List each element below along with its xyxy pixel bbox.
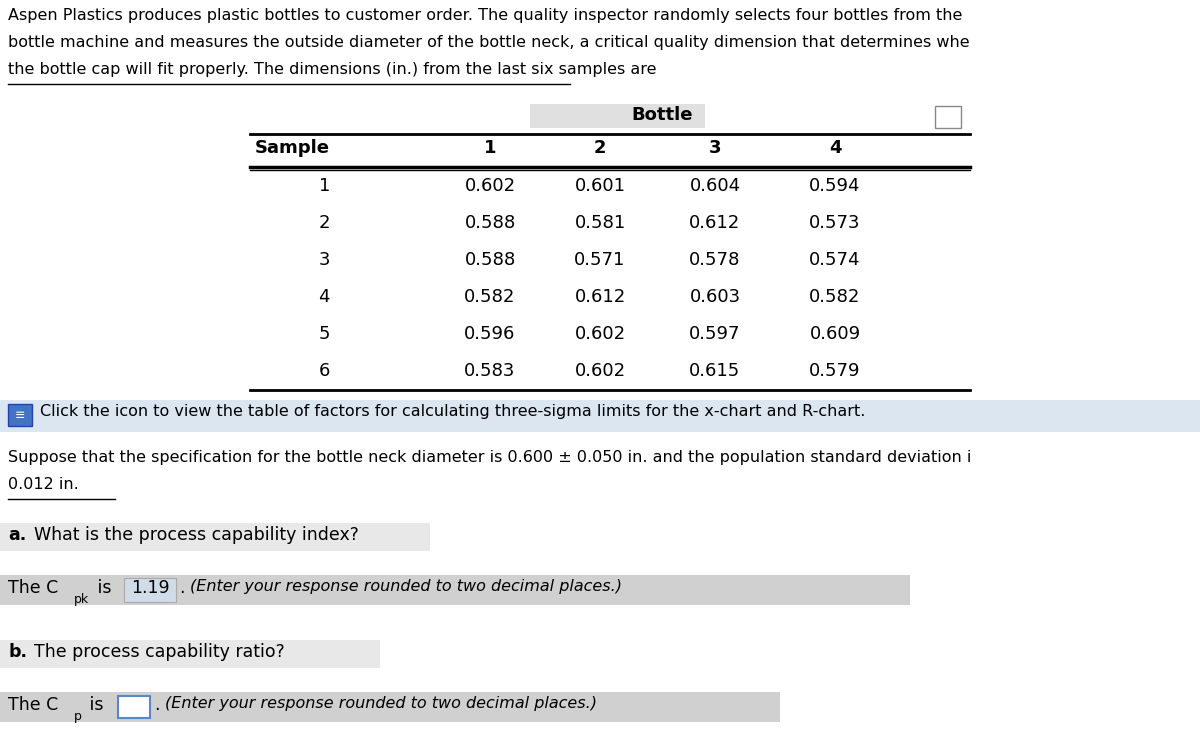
Text: 6: 6 — [319, 362, 330, 380]
Text: 0.588: 0.588 — [464, 251, 516, 269]
Text: 2: 2 — [594, 139, 606, 157]
Text: is: is — [92, 579, 118, 597]
Text: What is the process capability index?: What is the process capability index? — [34, 526, 359, 544]
Text: 0.012 in.: 0.012 in. — [8, 477, 79, 492]
Text: 0.603: 0.603 — [690, 288, 740, 306]
Text: 4: 4 — [829, 139, 841, 157]
Text: 0.602: 0.602 — [575, 325, 625, 343]
Text: 0.578: 0.578 — [689, 251, 740, 269]
Text: is: is — [84, 696, 109, 714]
Text: .: . — [180, 579, 191, 597]
Text: 2: 2 — [318, 214, 330, 232]
Text: Aspen Plastics produces plastic bottles to customer order. The quality inspector: Aspen Plastics produces plastic bottles … — [8, 8, 962, 23]
Text: Suppose that the specification for the bottle neck diameter is 0.600 ± 0.050 in.: Suppose that the specification for the b… — [8, 450, 971, 465]
Text: 0.604: 0.604 — [690, 177, 740, 195]
Bar — [0, 575, 910, 605]
Bar — [0, 692, 780, 722]
Bar — [0, 640, 380, 668]
Text: 3: 3 — [709, 139, 721, 157]
Text: 0.597: 0.597 — [689, 325, 740, 343]
Text: 1.19: 1.19 — [131, 579, 169, 597]
Text: 5: 5 — [318, 325, 330, 343]
Text: Sample: Sample — [256, 139, 330, 157]
Text: 0.615: 0.615 — [689, 362, 740, 380]
Text: bottle machine and measures the outside diameter of the bottle neck, a critical : bottle machine and measures the outside … — [8, 35, 970, 50]
Text: 0.582: 0.582 — [464, 288, 516, 306]
Text: 0.581: 0.581 — [575, 214, 625, 232]
Bar — [124, 578, 176, 602]
Text: a.: a. — [8, 526, 26, 544]
Text: .: . — [155, 696, 166, 714]
Text: 0.602: 0.602 — [575, 362, 625, 380]
Bar — [124, 578, 176, 602]
Bar — [935, 106, 961, 128]
Text: (Enter your response rounded to two decimal places.): (Enter your response rounded to two deci… — [166, 696, 598, 711]
Text: 0.601: 0.601 — [575, 177, 625, 195]
Text: 0.573: 0.573 — [809, 214, 860, 232]
Text: b.: b. — [8, 643, 28, 661]
Text: The C: The C — [8, 696, 59, 714]
Text: 0.596: 0.596 — [464, 325, 516, 343]
Text: 0.571: 0.571 — [575, 251, 625, 269]
Text: p: p — [74, 710, 82, 723]
Text: 0.612: 0.612 — [689, 214, 740, 232]
Text: ≡: ≡ — [14, 409, 25, 421]
Text: 0.602: 0.602 — [464, 177, 516, 195]
Bar — [118, 696, 150, 718]
Bar — [530, 104, 706, 128]
Bar — [0, 400, 1200, 432]
Text: The process capability ratio?: The process capability ratio? — [34, 643, 284, 661]
Text: Bottle: Bottle — [631, 106, 694, 124]
Text: (Enter your response rounded to two decimal places.): (Enter your response rounded to two deci… — [190, 579, 622, 594]
Text: 1: 1 — [484, 139, 497, 157]
Text: 0.583: 0.583 — [464, 362, 516, 380]
Text: pk: pk — [74, 593, 89, 606]
Text: 3: 3 — [318, 251, 330, 269]
Text: 0.594: 0.594 — [809, 177, 860, 195]
Text: 0.612: 0.612 — [575, 288, 625, 306]
Text: Click the icon to view the table of factors for calculating three-sigma limits f: Click the icon to view the table of fact… — [40, 404, 865, 419]
Text: 0.579: 0.579 — [809, 362, 860, 380]
Text: 0.582: 0.582 — [809, 288, 860, 306]
Text: the bottle cap will fit properly. The dimensions (in.) from the last six samples: the bottle cap will fit properly. The di… — [8, 62, 656, 77]
Text: 1: 1 — [319, 177, 330, 195]
Text: 4: 4 — [318, 288, 330, 306]
Text: 0.574: 0.574 — [809, 251, 860, 269]
Text: 0.609: 0.609 — [810, 325, 860, 343]
Bar — [0, 523, 430, 551]
Text: 0.588: 0.588 — [464, 214, 516, 232]
Bar — [8, 404, 32, 426]
Text: The C: The C — [8, 579, 59, 597]
